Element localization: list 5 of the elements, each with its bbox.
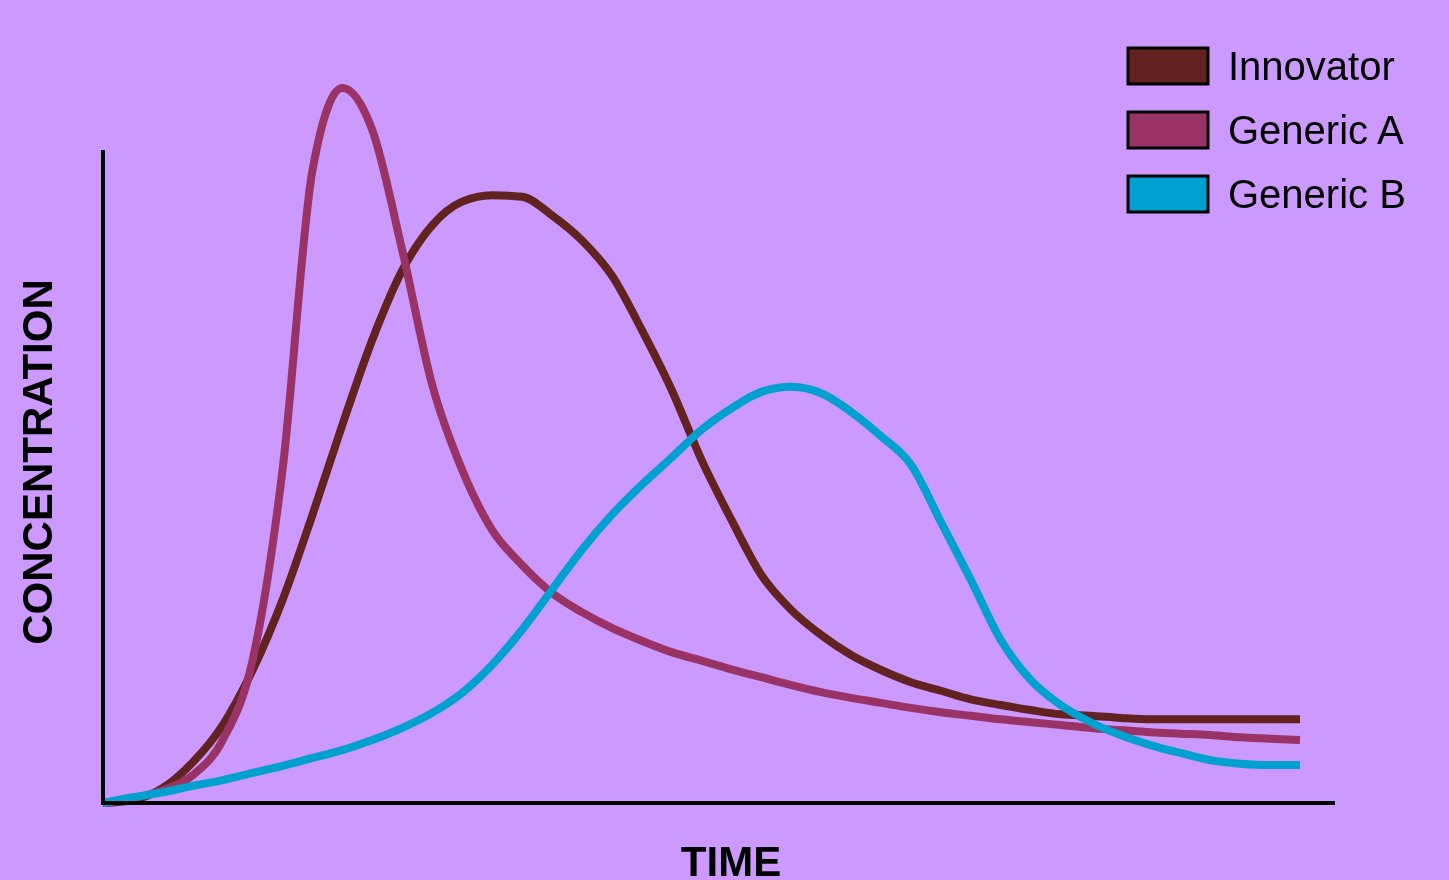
legend-label: Generic B xyxy=(1228,172,1406,216)
y-axis-title: CONCENTRATION xyxy=(14,279,61,645)
x-axis-title: TIME xyxy=(680,838,782,880)
legend-label: Generic A xyxy=(1228,108,1404,152)
legend-label: Innovator xyxy=(1228,44,1395,88)
